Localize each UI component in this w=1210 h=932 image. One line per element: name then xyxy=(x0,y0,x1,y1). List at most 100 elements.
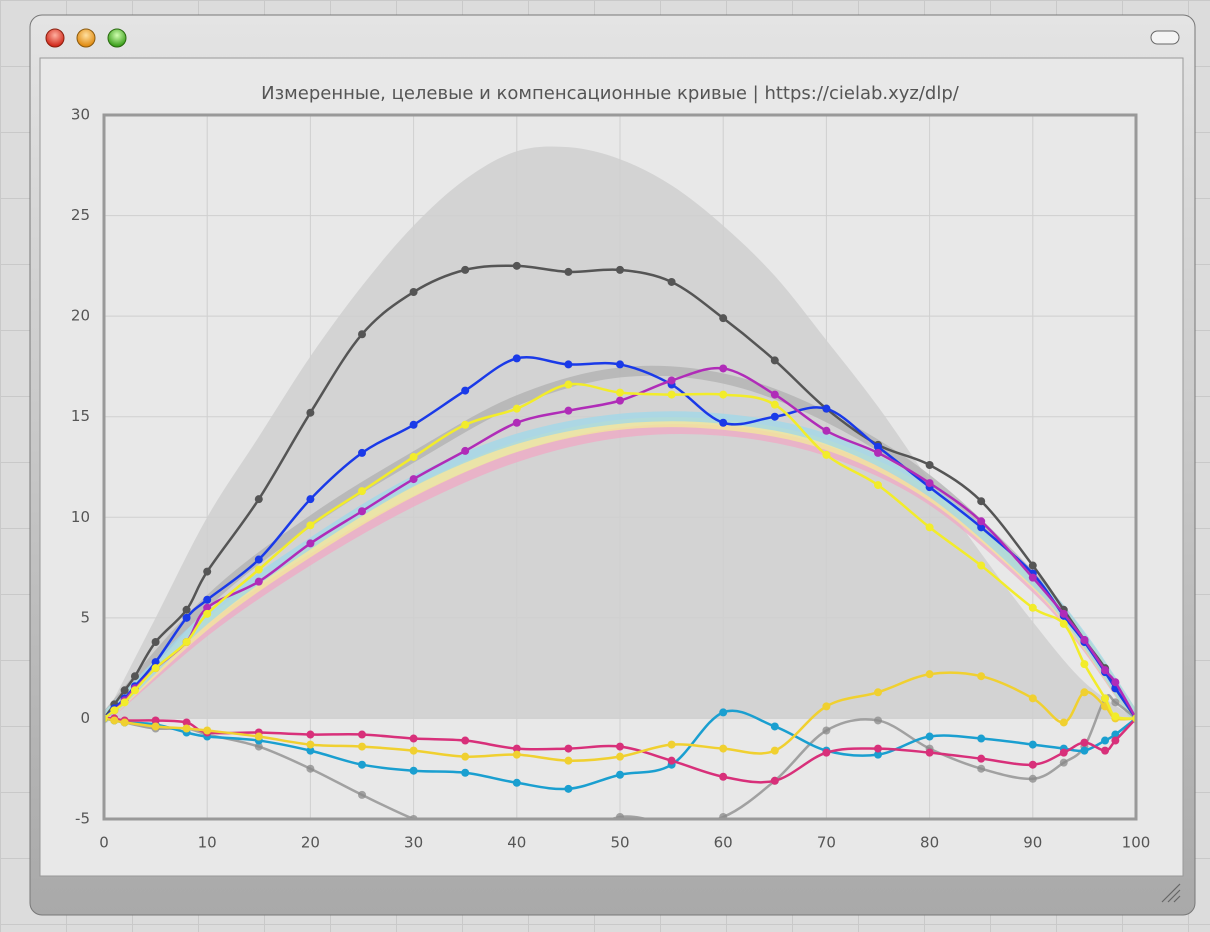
data-point xyxy=(1111,678,1120,687)
data-point xyxy=(977,764,986,773)
zoom-button[interactable] xyxy=(107,28,127,48)
data-point xyxy=(1101,666,1110,675)
data-point xyxy=(1028,603,1037,612)
data-point xyxy=(770,400,779,409)
x-tick-label: 80 xyxy=(920,834,939,852)
data-point xyxy=(667,390,676,399)
data-point xyxy=(409,288,418,297)
data-point xyxy=(512,750,521,759)
data-point xyxy=(564,360,573,369)
data-point xyxy=(203,567,212,576)
data-point xyxy=(874,688,882,697)
data-point xyxy=(358,507,366,516)
data-point xyxy=(1101,746,1110,755)
data-point xyxy=(1080,688,1089,697)
data-point xyxy=(616,388,624,397)
data-point xyxy=(203,603,212,612)
data-point xyxy=(151,722,160,731)
data-point xyxy=(110,716,119,725)
measured-line xyxy=(104,382,1136,720)
data-point xyxy=(130,672,139,681)
data-point xyxy=(130,686,139,695)
data-point xyxy=(564,380,573,389)
data-point xyxy=(306,746,315,755)
data-point xyxy=(977,497,986,506)
data-point xyxy=(977,523,986,532)
y-tick-label: 20 xyxy=(71,307,90,325)
data-point xyxy=(1028,740,1037,749)
data-point xyxy=(1111,736,1120,745)
data-point xyxy=(512,354,521,363)
measured-line xyxy=(104,264,1136,720)
data-point xyxy=(616,752,624,761)
data-point xyxy=(1101,694,1110,703)
data-point xyxy=(151,658,160,667)
data-point xyxy=(358,330,366,339)
minimize-button[interactable] xyxy=(76,28,96,48)
data-point xyxy=(822,426,831,435)
y-tick-label: 30 xyxy=(71,106,90,124)
data-point xyxy=(667,756,676,765)
close-button[interactable] xyxy=(45,28,65,48)
data-point xyxy=(1111,730,1120,739)
y-tick-label: 0 xyxy=(80,709,90,727)
data-point xyxy=(874,442,882,451)
data-point xyxy=(1111,712,1120,721)
data-point xyxy=(977,754,986,763)
data-point xyxy=(203,595,212,604)
data-point xyxy=(461,768,470,777)
data-point xyxy=(1080,738,1089,747)
data-point xyxy=(512,744,521,753)
chart-title: Измеренные, целевые и компенсационные кр… xyxy=(261,83,960,104)
toolbar-toggle[interactable] xyxy=(1150,30,1180,45)
data-point xyxy=(719,744,728,753)
data-point xyxy=(358,730,366,739)
data-point xyxy=(925,748,934,757)
resize-grip[interactable] xyxy=(1161,883,1181,903)
x-tick-label: 10 xyxy=(198,834,217,852)
data-point xyxy=(358,742,366,751)
x-tick-label: 40 xyxy=(507,834,526,852)
data-point xyxy=(719,314,728,323)
y-tick-label: 25 xyxy=(71,206,90,224)
data-point xyxy=(770,722,779,731)
data-point xyxy=(1111,698,1120,707)
data-point xyxy=(306,740,315,749)
data-point xyxy=(925,732,934,741)
labels: -5 0 5 10 15 20 25 30 0 10 20 30 40 50 60 70 80 90 100 xyxy=(71,106,1150,852)
data-point xyxy=(1059,758,1068,767)
data-point xyxy=(1059,619,1068,628)
y-tick-label: -5 xyxy=(75,810,90,828)
data-point xyxy=(358,487,366,496)
data-point xyxy=(409,746,418,755)
data-point xyxy=(358,790,366,799)
data-point xyxy=(1101,736,1110,745)
data-point xyxy=(1059,748,1068,757)
data-point xyxy=(120,718,129,727)
data-point xyxy=(254,577,263,586)
data-point xyxy=(358,760,366,769)
data-point xyxy=(822,748,831,757)
y-tick-label: 15 xyxy=(71,407,90,425)
data-point xyxy=(182,605,191,614)
data-point xyxy=(254,732,263,741)
data-point xyxy=(977,734,986,743)
data-point xyxy=(409,734,418,743)
data-point xyxy=(203,609,212,618)
data-point xyxy=(1028,760,1037,769)
data-point xyxy=(306,539,315,548)
data-point xyxy=(461,736,470,745)
data-point xyxy=(719,390,728,399)
data-point xyxy=(1028,774,1037,783)
data-point xyxy=(822,726,831,735)
data-point xyxy=(120,686,129,695)
data-point xyxy=(874,750,882,759)
data-point xyxy=(874,716,882,725)
y-tick-label: 10 xyxy=(71,508,90,526)
x-tick-label: 50 xyxy=(610,834,629,852)
x-tick-label: 20 xyxy=(301,834,320,852)
data-point xyxy=(616,396,624,405)
data-point xyxy=(512,778,521,787)
data-point xyxy=(182,637,191,646)
